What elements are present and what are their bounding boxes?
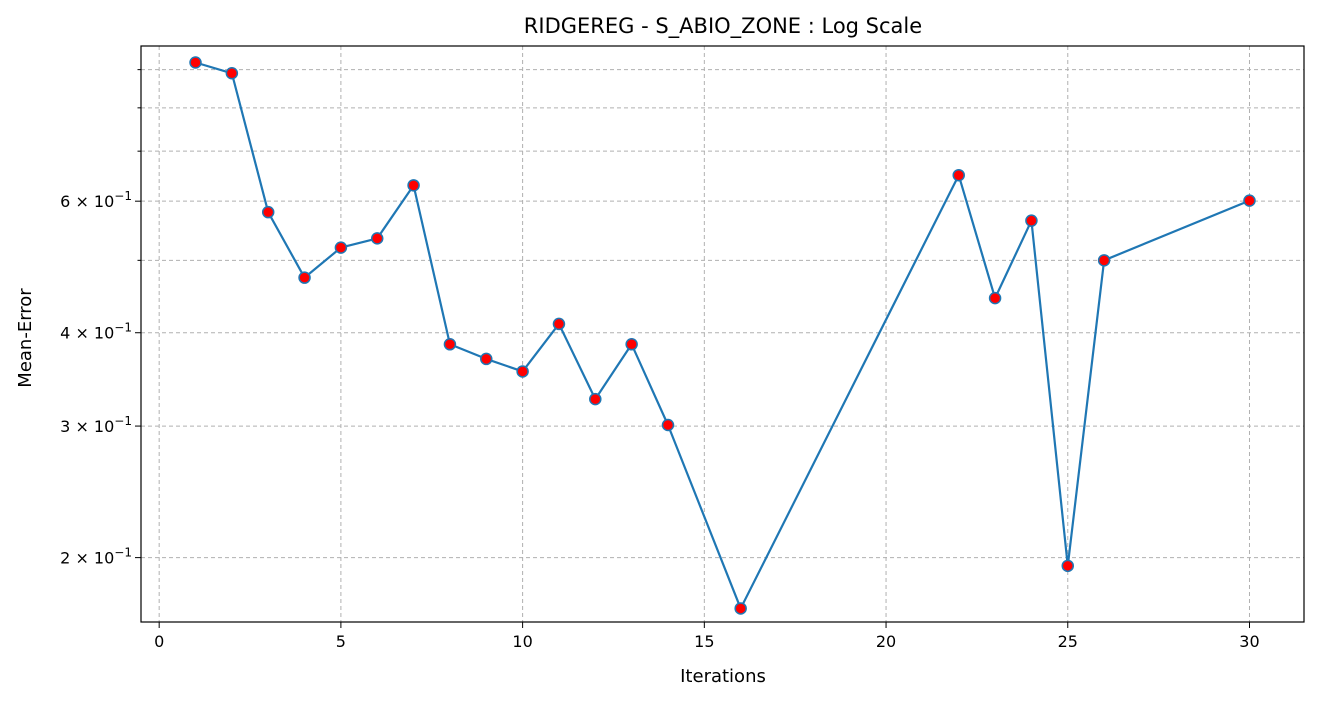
- y-axis: 2 × 10−1 3 × 10−1 4 × 10−1 6 × 10−1: [60, 69, 141, 568]
- y-tick-label: 4 × 10−1: [60, 321, 132, 343]
- data-point: [552, 317, 566, 331]
- data-point: [334, 241, 348, 254]
- data-point: [261, 205, 275, 219]
- data-point: [1025, 214, 1038, 227]
- x-tick-label: 30: [1239, 632, 1259, 651]
- x-tick-label: 5: [336, 632, 346, 651]
- data-point: [661, 418, 675, 432]
- y-axis-label: Mean-Error: [15, 288, 36, 388]
- x-axis-label: Iterations: [680, 666, 766, 687]
- data-point: [1061, 559, 1075, 573]
- y-tick-label: 2 × 10−1: [60, 546, 132, 568]
- data-point: [1243, 194, 1256, 207]
- x-axis: 0 5 10 15 20 25 30: [154, 622, 1260, 651]
- data-point: [480, 352, 493, 366]
- x-tick-label: 10: [512, 632, 532, 651]
- data-point: [298, 271, 311, 284]
- x-tick-label: 0: [154, 632, 164, 651]
- chart-title: RIDGEREG - S_ABIO_ZONE : Log Scale: [524, 14, 922, 39]
- data-point: [189, 56, 202, 69]
- data-point: [952, 168, 965, 182]
- x-tick-label: 25: [1058, 632, 1078, 651]
- x-tick-label: 15: [694, 632, 714, 651]
- data-point: [225, 67, 239, 80]
- data-point: [734, 602, 747, 615]
- data-point: [443, 338, 457, 351]
- x-tick-label: 20: [876, 632, 896, 651]
- data-point: [589, 392, 602, 406]
- data-point: [516, 365, 529, 378]
- data-point: [988, 291, 1002, 305]
- grid-lines: [141, 46, 1304, 622]
- data-point: [370, 232, 384, 245]
- plot-frame: [140, 45, 1305, 623]
- data-point: [1097, 254, 1111, 267]
- data-point: [407, 179, 420, 192]
- series-group: [189, 56, 1256, 615]
- data-point: [625, 338, 638, 351]
- y-tick-label: 3 × 10−1: [60, 414, 132, 436]
- y-tick-label: 6 × 10−1: [60, 189, 132, 211]
